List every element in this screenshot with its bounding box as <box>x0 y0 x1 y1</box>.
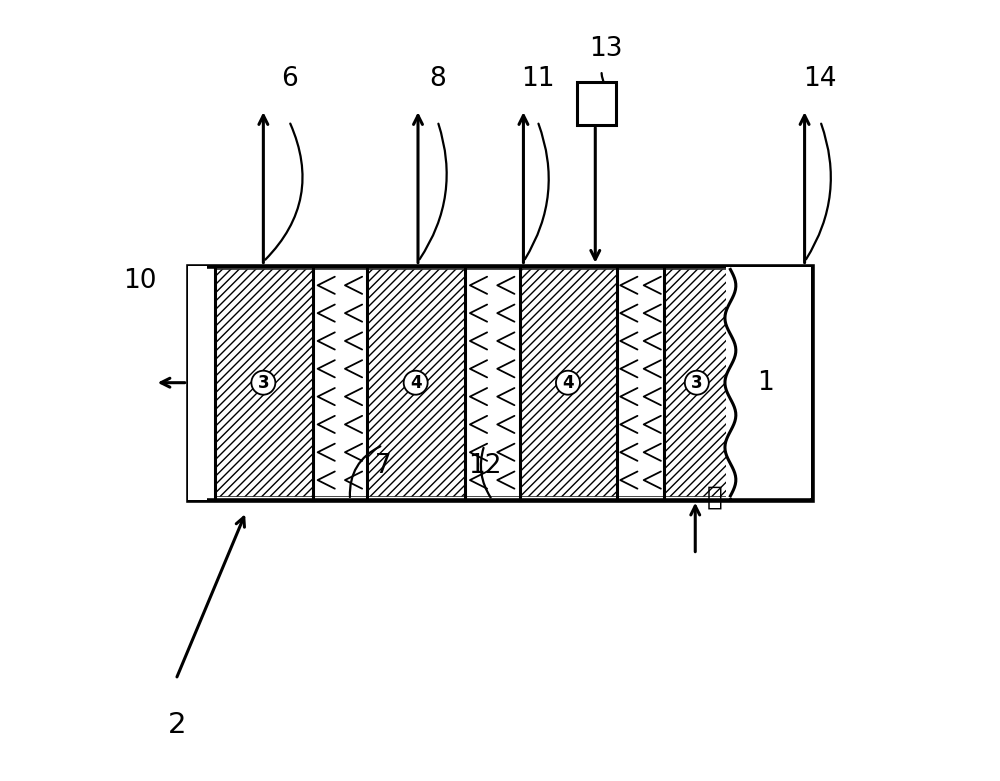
Text: 3: 3 <box>691 373 703 392</box>
Bar <box>313 269 367 496</box>
Text: 14: 14 <box>803 66 837 92</box>
Bar <box>617 269 664 496</box>
Bar <box>465 269 520 496</box>
Text: 11: 11 <box>521 66 554 92</box>
Text: 8: 8 <box>429 66 446 92</box>
Text: 弁: 弁 <box>707 484 723 510</box>
Bar <box>367 269 465 496</box>
Text: 6: 6 <box>281 66 298 92</box>
Text: 2: 2 <box>168 711 187 739</box>
Bar <box>726 267 811 498</box>
Text: 4: 4 <box>410 373 421 392</box>
Text: 3: 3 <box>258 373 269 392</box>
Text: 10: 10 <box>123 268 156 294</box>
Bar <box>664 269 730 496</box>
Text: 12: 12 <box>468 453 501 479</box>
Text: 7: 7 <box>374 453 391 479</box>
Bar <box>577 82 616 125</box>
Text: 13: 13 <box>589 37 622 62</box>
Bar <box>520 269 617 496</box>
Bar <box>188 266 207 500</box>
Text: 4: 4 <box>562 373 574 392</box>
Bar <box>215 269 313 496</box>
Text: 1: 1 <box>757 369 774 396</box>
Bar <box>188 266 812 500</box>
